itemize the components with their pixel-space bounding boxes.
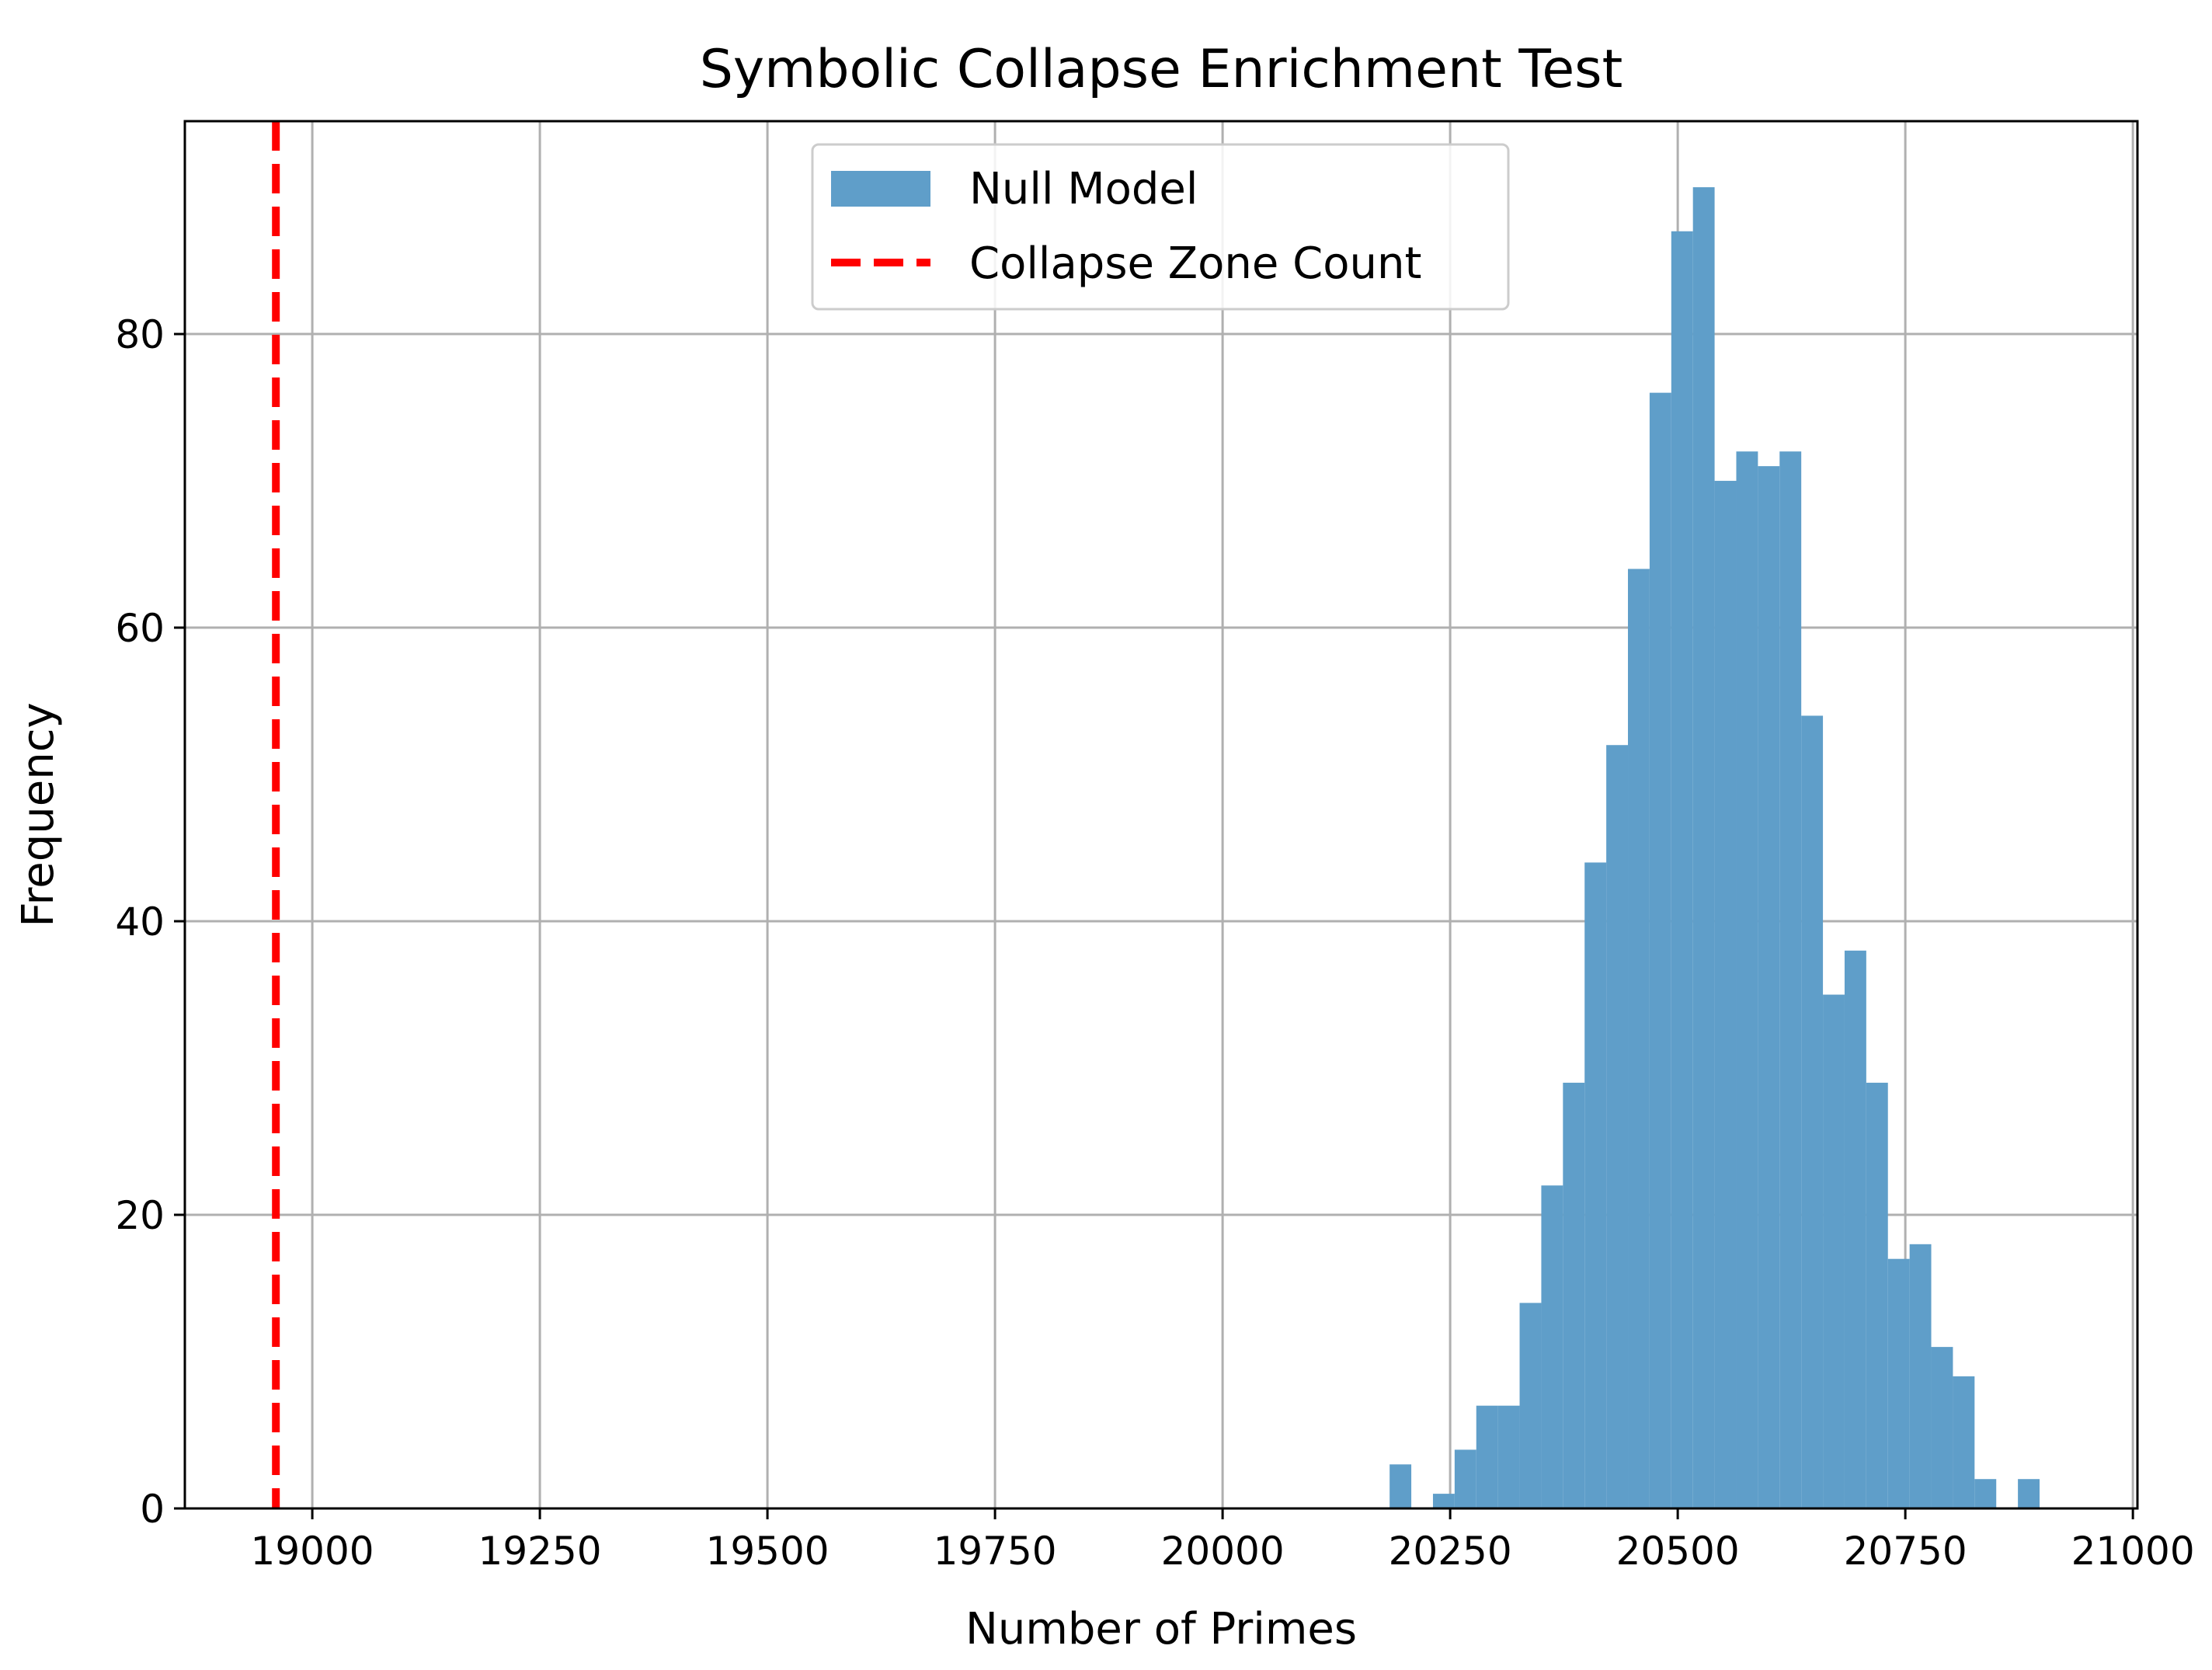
- legend-box: [811, 143, 1510, 311]
- histogram-bar-11: [1628, 569, 1650, 1508]
- histogram-bar-29: [2018, 1479, 2040, 1508]
- histogram-bar-12: [1649, 392, 1671, 1509]
- histogram-bar-15: [1714, 481, 1737, 1508]
- histogram-bars: [1389, 187, 2040, 1509]
- histogram-bar-4: [1476, 1405, 1498, 1508]
- y-tick-label-2: 40: [115, 899, 165, 945]
- histogram-bar-25: [1931, 1347, 1953, 1508]
- x-tick-label-2: 19500: [706, 1529, 830, 1574]
- histogram-bar-21: [1844, 950, 1866, 1508]
- grid-lines: [185, 121, 2137, 1510]
- axis-ticks: 19000 19250 19500 19750 20000 20250 20500 20750…: [115, 312, 2194, 1574]
- chart-title: Symbolic Collapse Enrichment Test: [700, 39, 1623, 100]
- histogram-bar-18: [1779, 451, 1802, 1509]
- histogram-bar-5: [1497, 1405, 1520, 1508]
- y-tick-label-0: 0: [140, 1487, 165, 1532]
- legend: Null Model Collapse Zone Count: [811, 143, 1510, 311]
- histogram-bar-27: [1974, 1479, 1997, 1508]
- histogram-bar-3: [1454, 1449, 1476, 1508]
- histogram-bar-7: [1541, 1185, 1563, 1508]
- histogram-bar-6: [1519, 1303, 1542, 1508]
- x-tick-label-4: 20000: [1161, 1529, 1285, 1574]
- histogram-bar-10: [1606, 745, 1629, 1508]
- histogram-bar-24: [1909, 1244, 1932, 1508]
- histogram-bar-16: [1736, 451, 1758, 1509]
- histogram-bar-20: [1823, 994, 1845, 1508]
- legend-collapse-zone-label: Collapse Zone Count: [969, 238, 1421, 289]
- x-axis-label: Number of Primes: [965, 1604, 1357, 1654]
- y-axis-label: Frequency: [13, 702, 64, 927]
- x-tick-label-6: 20500: [1616, 1529, 1740, 1574]
- x-tick-label-5: 20250: [1389, 1529, 1512, 1574]
- x-tick-label-7: 20750: [1844, 1529, 1967, 1574]
- plot-frame: [183, 120, 2139, 1510]
- histogram-bar-2: [1432, 1494, 1455, 1508]
- histogram-bar-22: [1866, 1082, 1888, 1508]
- y-tick-label-3: 60: [115, 606, 165, 651]
- y-tick-label-4: 80: [115, 312, 165, 357]
- histogram-bar-13: [1671, 231, 1693, 1508]
- histogram-bar-9: [1584, 862, 1607, 1508]
- y-tick-label-1: 20: [115, 1193, 165, 1238]
- histogram-bar-0: [1389, 1464, 1412, 1508]
- legend-null-model-label: Null Model: [969, 164, 1198, 214]
- x-tick-label-3: 19750: [934, 1529, 1057, 1574]
- histogram-bar-23: [1887, 1258, 1910, 1508]
- histogram-bar-14: [1692, 187, 1715, 1509]
- histogram-bar-19: [1801, 715, 1824, 1508]
- histogram-bar-8: [1563, 1082, 1585, 1508]
- x-tick-label-8: 21000: [2071, 1529, 2195, 1574]
- x-tick-label-1: 19250: [478, 1529, 602, 1574]
- x-tick-label-0: 19000: [251, 1529, 374, 1574]
- histogram-bar-26: [1953, 1376, 1975, 1508]
- legend-null-model-swatch: [831, 171, 930, 207]
- histogram-bar-17: [1758, 466, 1780, 1508]
